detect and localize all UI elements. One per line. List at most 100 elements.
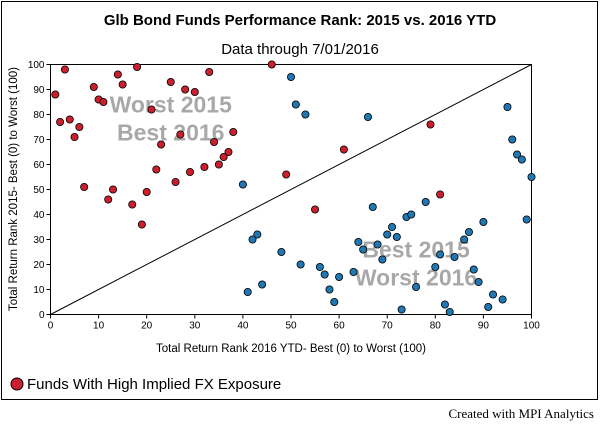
fund-point <box>258 280 267 289</box>
x-tick-label: 80 <box>430 321 442 332</box>
diagonal-reference-line <box>50 64 532 315</box>
y-tick-label: 100 <box>28 60 45 71</box>
fund-point <box>238 180 247 189</box>
fund-point <box>407 210 416 219</box>
fx-exposure-point <box>190 88 199 97</box>
y-tick-label: 90 <box>33 85 45 96</box>
fx-exposure-point <box>210 137 219 146</box>
fx-exposure-point <box>181 85 190 94</box>
fund-point <box>354 237 363 246</box>
fund-point <box>445 307 454 316</box>
fund-point <box>315 262 324 271</box>
fx-exposure-point <box>80 182 89 191</box>
fund-point <box>479 217 488 226</box>
fund-point <box>460 235 469 244</box>
fx-exposure-point <box>200 162 209 171</box>
fund-point <box>363 113 372 122</box>
y-tick-label: 50 <box>33 185 45 196</box>
fund-point <box>320 270 329 279</box>
fund-point <box>277 247 286 256</box>
fx-exposure-point <box>229 128 238 137</box>
fx-exposure-point <box>133 63 142 72</box>
x-tick-label: 70 <box>382 321 394 332</box>
fund-point <box>527 172 536 181</box>
fund-point <box>359 245 368 254</box>
x-tick-label: 0 <box>48 321 54 332</box>
fx-exposure-point <box>214 160 223 169</box>
y-tick-label: 60 <box>33 160 45 171</box>
fx-exposure-point <box>224 147 233 156</box>
fund-point <box>484 302 493 311</box>
fund-point <box>248 235 257 244</box>
fund-point <box>517 155 526 164</box>
legend-label: Funds With High Implied FX Exposure <box>27 376 281 393</box>
annotation-text: Worst 2015 <box>110 92 233 118</box>
x-tick-label: 40 <box>237 321 249 332</box>
fx-exposure-point <box>56 118 65 127</box>
fund-point <box>368 202 377 211</box>
fund-point <box>503 103 512 112</box>
fx-exposure-point <box>118 80 127 89</box>
axis-ticks: 0 10 20 30 40 50 60 70 80 90 100 0 10 20 30 40 50 60 70 80 9… <box>28 60 540 332</box>
fx-exposure-point <box>137 220 146 229</box>
fund-point <box>383 230 392 239</box>
x-tick-label: 100 <box>523 321 540 332</box>
fund-point <box>513 150 522 159</box>
y-tick-label: 20 <box>33 260 45 271</box>
fund-point <box>498 295 507 304</box>
fx-exposure-point <box>104 195 113 204</box>
fx-exposure-point <box>166 78 175 87</box>
fx-exposure-point <box>171 177 180 186</box>
fund-point <box>286 73 295 82</box>
x-tick-label: 60 <box>334 321 346 332</box>
data-points <box>51 60 536 316</box>
fund-point <box>464 227 473 236</box>
fx-exposure-point <box>205 68 214 77</box>
fx-exposure-point <box>89 83 98 92</box>
fund-point <box>378 255 387 264</box>
fund-point <box>388 222 397 231</box>
fx-exposure-point <box>267 60 276 69</box>
fund-point <box>440 300 449 309</box>
annotation-text: Best 2016 <box>117 120 224 146</box>
fx-exposure-point <box>70 132 79 141</box>
fx-exposure-point <box>436 190 445 199</box>
fx-exposure-point <box>65 115 74 124</box>
fund-point <box>291 100 300 109</box>
scatter-chart: Glb Bond Funds Performance Rank: 2015 vs… <box>8 12 540 393</box>
fund-point <box>522 215 531 224</box>
y-tick-label: 30 <box>33 235 45 246</box>
fund-point <box>373 240 382 249</box>
fx-exposure-point <box>75 123 84 132</box>
fund-point <box>253 230 262 239</box>
footer-credit: Created with MPI Analytics <box>448 406 594 421</box>
x-tick-label: 50 <box>285 321 297 332</box>
fx-exposure-point <box>109 185 118 194</box>
fund-point <box>469 265 478 274</box>
x-tick-label: 30 <box>189 321 201 332</box>
legend-marker-icon <box>10 377 24 391</box>
y-tick-label: 0 <box>39 310 45 321</box>
x-tick-label: 20 <box>141 321 153 332</box>
fund-point <box>431 262 440 271</box>
fx-exposure-point <box>51 90 60 99</box>
fx-exposure-point <box>152 165 161 174</box>
chart-subtitle: Data through 7/01/2016 <box>221 41 379 58</box>
fx-exposure-point <box>142 187 151 196</box>
y-tick-label: 80 <box>33 110 45 121</box>
fx-exposure-point <box>157 140 166 149</box>
fx-exposure-point <box>219 152 228 161</box>
fund-point <box>325 285 334 294</box>
fund-point <box>392 232 401 241</box>
x-axis-label: Total Return Rank 2016 YTD- Best (0) to … <box>156 343 426 355</box>
fx-exposure-point <box>99 98 108 107</box>
fund-point <box>243 287 252 296</box>
fund-point <box>412 282 421 291</box>
fx-exposure-point <box>128 200 137 209</box>
fx-exposure-point <box>176 130 185 139</box>
fx-exposure-point <box>311 205 320 214</box>
y-tick-label: 70 <box>33 135 45 146</box>
fund-point <box>301 110 310 119</box>
fx-exposure-point <box>113 70 122 79</box>
